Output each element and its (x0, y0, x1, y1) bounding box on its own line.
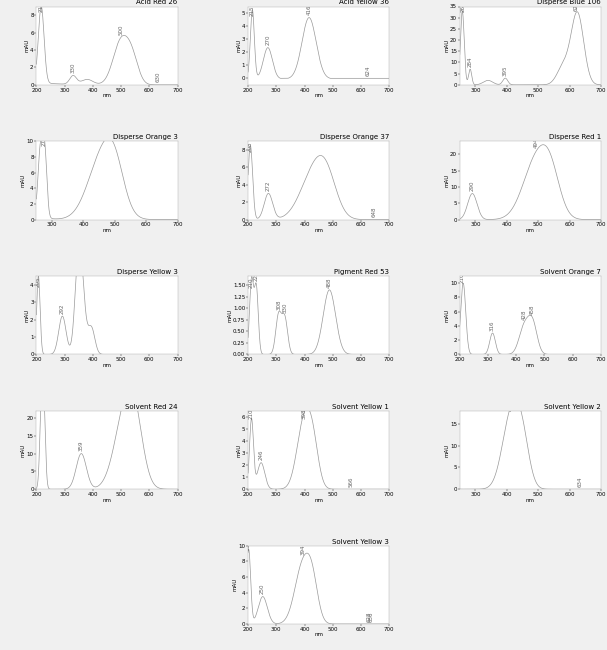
Text: 229: 229 (254, 271, 259, 281)
Text: 398: 398 (302, 409, 307, 419)
Text: Disperse Yellow 3: Disperse Yellow 3 (117, 269, 178, 275)
X-axis label: nm: nm (314, 363, 323, 368)
Text: 330: 330 (282, 302, 287, 313)
Text: 566: 566 (349, 476, 354, 487)
X-axis label: nm: nm (103, 498, 112, 502)
Text: 200: 200 (246, 540, 251, 550)
Text: 308: 308 (276, 299, 281, 309)
Text: 250: 250 (260, 584, 265, 595)
X-axis label: nm: nm (526, 498, 535, 502)
Text: Pigment Red 53: Pigment Red 53 (334, 269, 389, 275)
Text: 225: 225 (41, 375, 46, 385)
Y-axis label: mAU: mAU (228, 309, 232, 322)
X-axis label: nm: nm (314, 632, 323, 638)
Text: Solvent Yellow 1: Solvent Yellow 1 (333, 404, 389, 410)
Text: 276: 276 (42, 135, 47, 146)
Y-axis label: mAU: mAU (232, 578, 237, 592)
Y-axis label: mAU: mAU (444, 443, 449, 457)
X-axis label: nm: nm (103, 228, 112, 233)
Text: 620: 620 (574, 0, 578, 10)
Text: 226: 226 (450, 476, 455, 487)
Y-axis label: mAU: mAU (24, 39, 30, 52)
Text: Solvent Yellow 3: Solvent Yellow 3 (333, 539, 389, 545)
Text: 500: 500 (118, 24, 124, 35)
Text: 394: 394 (300, 545, 305, 556)
Text: 494: 494 (534, 138, 539, 148)
Text: 205: 205 (35, 276, 40, 287)
X-axis label: nm: nm (314, 228, 323, 233)
Text: 208: 208 (444, 476, 449, 487)
Text: 216: 216 (38, 393, 44, 404)
Text: 416: 416 (307, 5, 311, 15)
Text: 208: 208 (248, 142, 253, 152)
Text: 488: 488 (327, 277, 332, 287)
Text: 648: 648 (372, 207, 377, 217)
Text: 330: 330 (70, 62, 76, 73)
Text: Acid Yellow 36: Acid Yellow 36 (339, 0, 389, 5)
Y-axis label: mAU: mAU (236, 39, 241, 52)
Y-axis label: mAU: mAU (21, 174, 26, 187)
Y-axis label: mAU: mAU (21, 443, 26, 457)
Text: Solvent Red 24: Solvent Red 24 (125, 404, 178, 410)
Y-axis label: mAU: mAU (444, 174, 449, 187)
Text: 210: 210 (248, 409, 254, 419)
Text: 414: 414 (509, 400, 514, 411)
Text: 636: 636 (368, 611, 374, 621)
X-axis label: nm: nm (314, 94, 323, 98)
X-axis label: nm: nm (103, 363, 112, 368)
Text: 210: 210 (460, 272, 465, 283)
Text: 217: 217 (39, 2, 44, 12)
Text: Disperse Orange 3: Disperse Orange 3 (113, 134, 178, 140)
Text: 630: 630 (155, 72, 160, 83)
Y-axis label: mAU: mAU (236, 174, 241, 187)
Text: 395: 395 (503, 65, 508, 76)
Text: Disperse Orange 37: Disperse Orange 37 (320, 134, 389, 140)
X-axis label: nm: nm (103, 94, 112, 98)
X-axis label: nm: nm (526, 94, 535, 98)
Y-axis label: mAU: mAU (236, 443, 241, 457)
Y-axis label: mAU: mAU (444, 309, 449, 322)
Text: 260: 260 (461, 2, 466, 12)
Text: 290: 290 (470, 181, 475, 191)
X-axis label: nm: nm (314, 498, 323, 502)
Text: Disperse Red 1: Disperse Red 1 (549, 134, 601, 140)
Text: 215: 215 (250, 5, 255, 16)
Text: 210: 210 (248, 278, 254, 288)
Text: 246: 246 (259, 450, 263, 460)
Text: Solvent Yellow 2: Solvent Yellow 2 (544, 404, 601, 410)
Text: 351: 351 (76, 239, 81, 250)
Text: 272: 272 (266, 181, 271, 191)
Text: Disperse Blue 106: Disperse Blue 106 (537, 0, 601, 5)
Text: 359: 359 (79, 441, 84, 451)
Text: 292: 292 (60, 304, 65, 314)
Text: 628: 628 (367, 611, 371, 621)
Text: 624: 624 (365, 66, 370, 76)
Text: 458: 458 (530, 305, 535, 315)
Text: 210: 210 (445, 206, 450, 216)
X-axis label: nm: nm (526, 363, 535, 368)
Text: 316: 316 (490, 320, 495, 331)
Text: 284: 284 (468, 57, 473, 67)
Text: 514: 514 (123, 389, 127, 400)
Text: 354: 354 (77, 240, 83, 250)
Text: 428: 428 (521, 309, 527, 320)
Y-axis label: mAU: mAU (444, 39, 449, 52)
Text: 270: 270 (265, 35, 270, 46)
Text: Solvent Orange 7: Solvent Orange 7 (540, 269, 601, 275)
X-axis label: nm: nm (526, 228, 535, 233)
Text: 634: 634 (578, 476, 583, 487)
Text: Acid Red 26: Acid Red 26 (137, 0, 178, 5)
Y-axis label: mAU: mAU (24, 309, 30, 322)
